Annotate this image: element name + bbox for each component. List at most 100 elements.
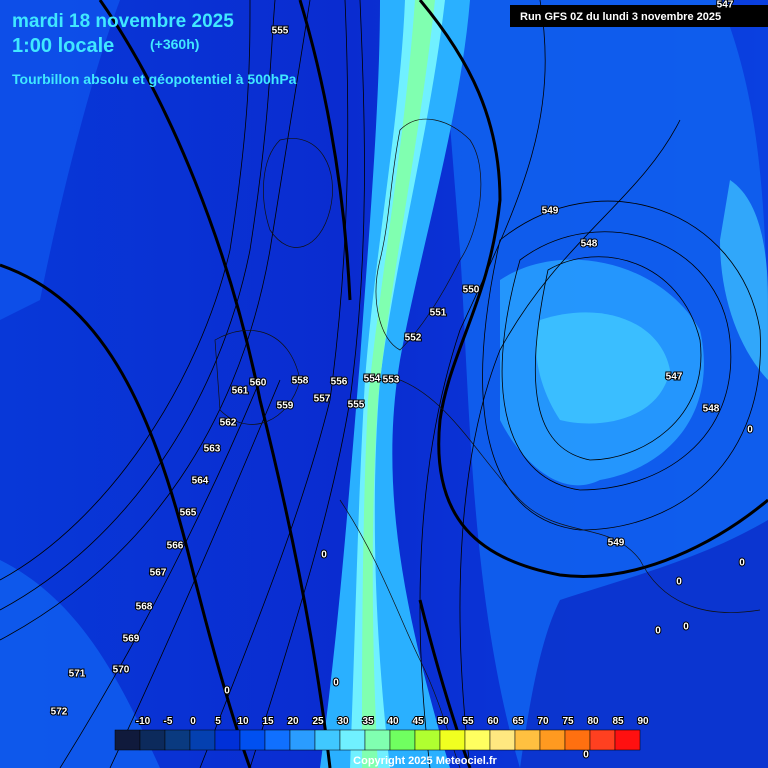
legend-label: 0 [190, 716, 196, 727]
legend-swatch [139, 729, 166, 751]
contour-label: 0 [321, 550, 327, 561]
legend-label: 85 [612, 716, 624, 727]
legend-label: 80 [587, 716, 599, 727]
contour-label: 558 [292, 376, 309, 387]
contour-label: 560 [250, 378, 267, 389]
forecast-date: mardi 18 novembre 2025 [12, 11, 234, 32]
contour-label: 562 [220, 418, 237, 429]
contour-label: 561 [232, 386, 249, 397]
legend-swatch [489, 729, 516, 751]
contour-label: 557 [314, 394, 331, 405]
contour-label: 0 [739, 558, 745, 569]
legend-label: 15 [262, 716, 274, 727]
legend-swatch [239, 729, 266, 751]
contour-label: 551 [430, 308, 447, 319]
contour-label: 0 [224, 686, 230, 697]
contour-label: 571 [69, 669, 86, 680]
contour-label: 0 [333, 678, 339, 689]
contour-label: 549 [608, 538, 625, 549]
legend-label: 25 [312, 716, 324, 727]
contour-label: 547 [717, 0, 734, 11]
vorticity-band [362, 0, 435, 768]
legend-swatch [114, 729, 141, 751]
legend-swatch [164, 729, 191, 751]
legend-label: 60 [487, 716, 499, 727]
run-box [510, 5, 768, 27]
contour-label: 567 [150, 568, 167, 579]
contour-label: 565 [180, 508, 197, 519]
legend-swatch [514, 729, 541, 751]
legend-swatch [314, 729, 341, 751]
legend-label: 30 [337, 716, 349, 727]
contour-label: 554 [364, 374, 381, 385]
legend-label: 5 [215, 716, 221, 727]
contour-label: 559 [277, 401, 294, 412]
field [520, 520, 768, 768]
legend-label: 75 [562, 716, 574, 727]
legend-label: 40 [387, 716, 399, 727]
field [536, 312, 670, 424]
contour-label: 548 [703, 404, 720, 415]
contour-label: 556 [331, 377, 348, 388]
forecast-lead: (+360h) [150, 36, 199, 52]
contour-label: 572 [51, 707, 68, 718]
contour-label: 555 [272, 26, 289, 37]
map-title: Tourbillon absolu et géopotentiel à 500h… [12, 71, 297, 87]
legend-swatch [614, 729, 641, 751]
legend-swatch [289, 729, 316, 751]
legend-label: 35 [362, 716, 374, 727]
legend-label: 45 [412, 716, 424, 727]
legend-swatch [539, 729, 566, 751]
legend-label: 10 [237, 716, 249, 727]
contour-label: 563 [204, 444, 221, 455]
forecast-time: 1:00 locale [12, 35, 114, 57]
legend-label: 55 [462, 716, 474, 727]
contour-label: 564 [192, 476, 209, 487]
contour-label: 569 [123, 634, 140, 645]
contour-label: 570 [113, 665, 130, 676]
legend-swatch [214, 729, 241, 751]
legend-swatch [414, 729, 441, 751]
legend-swatch [364, 729, 391, 751]
legend-label: -5 [164, 716, 173, 727]
legend-swatch [339, 729, 366, 751]
field [0, 0, 120, 320]
contour-label: 555 [348, 400, 365, 411]
contour-label: 0 [583, 750, 589, 761]
legend-label: 20 [287, 716, 299, 727]
legend-swatch [264, 729, 291, 751]
legend: -10 -5 0 5 10 15 20 25 30 35 40 45 50 55 60 65 70 75 80 85 9… [114, 715, 650, 751]
contour-label: 548 [581, 239, 598, 250]
legend-label: -10 [136, 716, 151, 727]
contour-label: 0 [747, 425, 753, 436]
copyright: Copyright 2025 Meteociel.fr [353, 755, 497, 767]
legend-swatch [189, 729, 216, 751]
contour-label: 0 [655, 626, 661, 637]
contour-label: 552 [405, 333, 422, 344]
legend-swatch [564, 729, 591, 751]
contour-label: 553 [383, 375, 400, 386]
legend-swatch [589, 729, 616, 751]
contour-label: 0 [676, 577, 682, 588]
legend-label: 90 [637, 716, 649, 727]
field [720, 180, 768, 380]
contour-label: 568 [136, 602, 153, 613]
contour-label: 566 [167, 541, 184, 552]
contour-label: 550 [463, 285, 480, 296]
legend-swatch [389, 729, 416, 751]
contour-label: 549 [542, 206, 559, 217]
legend-label: 65 [512, 716, 524, 727]
run-info: Run GFS 0Z du lundi 3 novembre 2025 [520, 11, 721, 23]
legend-label: 50 [437, 716, 449, 727]
vorticity-band [350, 0, 445, 768]
legend-swatch [439, 729, 466, 751]
contour-label: 547 [666, 372, 683, 383]
contour-label: 0 [683, 622, 689, 633]
legend-label: 70 [537, 716, 549, 727]
legend-swatch [464, 729, 491, 751]
